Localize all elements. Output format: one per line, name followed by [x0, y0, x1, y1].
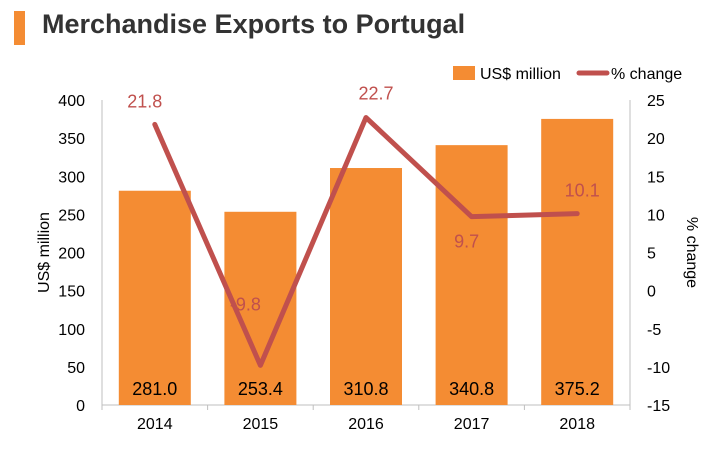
- line-value-label: 22.7: [358, 84, 393, 104]
- y-tick-label: 100: [58, 322, 85, 339]
- bar-value-label: 340.8: [449, 379, 494, 399]
- y-tick-label: 300: [58, 169, 85, 186]
- y-axis-title: US$ million: [36, 212, 53, 293]
- y-tick-label: 250: [58, 207, 85, 224]
- chart-title: Merchandise Exports to Portugal: [42, 9, 466, 39]
- axes: 0 50 100 150 200 250 300 350 400 -15 -10 -5 0 5 10 15 20…: [36, 93, 700, 433]
- y2-tick-label: 15: [647, 169, 665, 186]
- y2-tick-label: 0: [647, 284, 656, 301]
- legend-bar-swatch: [453, 66, 475, 80]
- x-tick-label: 2014: [137, 416, 173, 433]
- bar-value-label: 281.0: [132, 379, 177, 399]
- bar-value-label: 310.8: [343, 379, 388, 399]
- y2-tick-label: -5: [647, 322, 661, 339]
- bar: [541, 118, 614, 405]
- bar-value-label: 375.2: [555, 379, 600, 399]
- bar: [118, 190, 191, 405]
- y-tick-label: 200: [58, 246, 85, 263]
- y2-tick-label: -10: [647, 360, 670, 377]
- data-labels: 281.0 253.4 310.8 340.8 375.2 21.8 -9.8 22.7 9.7…: [127, 84, 599, 399]
- y2-tick-label: 5: [647, 246, 656, 263]
- bar-value-label: 253.4: [238, 379, 283, 399]
- x-tick-label: 2015: [243, 416, 279, 433]
- legend-bar-label: US$ million: [480, 66, 561, 83]
- y-tick-label: 350: [58, 131, 85, 148]
- y2-tick-label: -15: [647, 398, 670, 415]
- y2-tick-label: 10: [647, 207, 665, 224]
- y-tick-label: 0: [76, 398, 85, 415]
- y2-tick-label: 20: [647, 131, 665, 148]
- title-accent-bar: [14, 11, 25, 45]
- x-tick-label: 2016: [348, 416, 384, 433]
- x-tick-label: 2018: [559, 416, 595, 433]
- y-tick-label: 150: [58, 284, 85, 301]
- y-tick-label: 400: [58, 93, 85, 110]
- y2-tick-label: 25: [647, 93, 665, 110]
- line-value-label: 9.7: [454, 232, 479, 252]
- bars: [118, 118, 614, 405]
- legend: US$ million % change: [453, 66, 682, 83]
- line-value-label: 10.1: [565, 181, 600, 201]
- bar: [330, 168, 402, 405]
- bar: [435, 145, 508, 405]
- line-value-label: -9.8: [230, 294, 261, 314]
- line-value-label: 21.8: [127, 91, 162, 111]
- y-tick-label: 50: [67, 360, 85, 377]
- legend-line-label: % change: [611, 66, 682, 83]
- line-series: [152, 115, 580, 368]
- x-tick-label: 2017: [454, 416, 490, 433]
- y2-axis-title: % change: [683, 217, 700, 288]
